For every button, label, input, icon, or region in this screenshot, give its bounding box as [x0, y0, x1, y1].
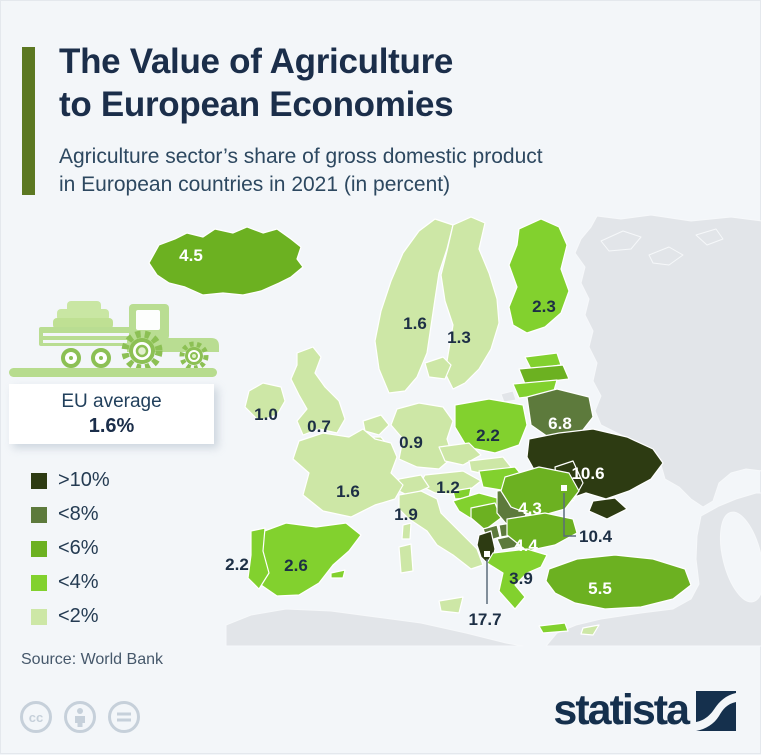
- legend-swatch-gt10: [31, 472, 47, 489]
- no-derivatives-icon[interactable]: [107, 700, 141, 734]
- land-arctic-islands: [648, 246, 684, 266]
- map-value-spain: 2.6: [284, 556, 308, 575]
- map-value-greece: 3.9: [509, 569, 533, 588]
- map-value-iceland: 4.5: [179, 246, 203, 265]
- map-value-ireland: 1.0: [254, 405, 278, 424]
- tractor-body: [121, 304, 219, 372]
- country-ireland: [244, 382, 286, 422]
- title-accent-bar: [22, 47, 35, 195]
- map-value-belarus: 6.8: [548, 414, 572, 433]
- tractor-trailer-illustration: [9, 301, 219, 377]
- country-italy: [398, 490, 484, 570]
- country-italy-sardinia: [398, 543, 414, 574]
- statista-logo[interactable]: statista: [553, 689, 736, 732]
- country-romania: [500, 466, 580, 518]
- page-title: The Value of Agriculture to European Eco…: [59, 41, 454, 126]
- land-arctic-islands: [600, 230, 642, 252]
- country-cyprus: [580, 624, 600, 636]
- eu-average-label: EU average: [61, 390, 162, 412]
- page-title-line2: to European Economies: [59, 84, 454, 124]
- legend-row-lt2: <2%: [31, 605, 110, 628]
- country-latvia: [518, 364, 570, 385]
- legend-swatch-lt2: [31, 608, 47, 625]
- moldova-callout: [561, 485, 576, 537]
- cc-icon[interactable]: cc: [19, 700, 53, 734]
- country-germany: [390, 402, 454, 470]
- legend-row-lt6: <6%: [31, 537, 110, 560]
- map-value-uk: 0.7: [307, 417, 331, 436]
- land-arctic-islands: [695, 228, 724, 246]
- country-netherlands: [362, 414, 390, 436]
- map-value-moldova: 10.4: [579, 527, 613, 546]
- country-united-kingdom: [290, 346, 346, 436]
- ground-bar: [9, 368, 217, 377]
- map-value-bulgaria: 4.4: [514, 536, 538, 555]
- license-icons: cc: [19, 700, 141, 734]
- legend-label-lt8: <8%: [58, 503, 99, 525]
- country-bosnia: [470, 502, 502, 531]
- land-north-africa: [225, 608, 524, 647]
- page-title-line1: The Value of Agriculture: [59, 42, 454, 81]
- country-italy-sicily: [438, 596, 464, 614]
- map-value-sweden: 1.3: [447, 328, 471, 347]
- page-subtitle-line2: in European countries in 2021 (in percen…: [59, 173, 451, 197]
- statista-mark-icon: [696, 690, 736, 731]
- legend-row-lt4: <4%: [31, 571, 110, 594]
- albania-callout: [484, 551, 490, 604]
- country-iceland: [148, 226, 304, 296]
- legend-swatch-lt4: [31, 574, 47, 591]
- country-denmark: [424, 356, 452, 380]
- country-spain: [252, 522, 362, 597]
- country-finland: [508, 218, 570, 334]
- map-value-france: 1.6: [336, 482, 360, 501]
- eu-average-value: 1.6%: [88, 414, 135, 437]
- country-france-corsica: [401, 522, 412, 540]
- page-subtitle: Agriculture sector’s share of gross dome…: [59, 143, 543, 200]
- country-greece-crete: [538, 622, 569, 634]
- eu-average-box: EU average 1.6%: [9, 384, 214, 444]
- map-value-finland: 2.3: [532, 297, 556, 316]
- country-czechia: [438, 442, 482, 466]
- legend-row-lt8: <8%: [31, 503, 110, 526]
- land-caucasus-middle-east: [545, 492, 761, 647]
- map-value-albania: 17.7: [468, 610, 501, 629]
- legend-label-lt6: <6%: [58, 537, 99, 559]
- map-value-romania: 4.3: [518, 499, 542, 518]
- legend-row-gt10: >10%: [31, 469, 110, 492]
- map-value-turkey: 5.5: [588, 579, 612, 598]
- legend-swatch-lt6: [31, 540, 47, 557]
- legend-swatch-lt8: [31, 506, 47, 523]
- country-france: [292, 428, 404, 518]
- country-portugal: [247, 527, 270, 590]
- map-value-italy: 1.9: [394, 505, 418, 524]
- country-sweden: [440, 216, 500, 390]
- attribution-icon[interactable]: [63, 700, 97, 734]
- country-greece: [486, 548, 548, 610]
- svg-text:cc: cc: [29, 710, 43, 725]
- country-ukraine-crimea: [588, 497, 628, 520]
- map-value-germany: 0.9: [399, 433, 423, 452]
- hay-trailer: [39, 301, 179, 368]
- map-value-norway: 1.6: [403, 314, 427, 333]
- legend-label-lt2: <2%: [58, 605, 99, 627]
- map-value-austria: 1.2: [436, 478, 460, 497]
- legend-label-lt4: <4%: [58, 571, 99, 593]
- map-value-poland: 2.2: [476, 426, 500, 445]
- color-legend: >10% <8% <6% <4% <2%: [31, 469, 110, 628]
- caspian-sea: [719, 511, 761, 603]
- country-poland: [454, 398, 528, 454]
- country-turkey: [545, 554, 692, 610]
- legend-label-gt10: >10%: [58, 469, 110, 491]
- country-bulgaria: [506, 512, 578, 552]
- map-value-portugal: 2.2: [225, 555, 249, 574]
- statista-wordmark: statista: [553, 686, 690, 734]
- source-text: Source: World Bank: [21, 651, 163, 668]
- country-spain-balearics: [330, 569, 346, 579]
- map-value-ukraine: 10.6: [571, 464, 604, 483]
- land-kaliningrad: [500, 390, 517, 403]
- page-subtitle-line1: Agriculture sector’s share of gross dome…: [59, 145, 543, 168]
- country-belarus: [526, 388, 594, 440]
